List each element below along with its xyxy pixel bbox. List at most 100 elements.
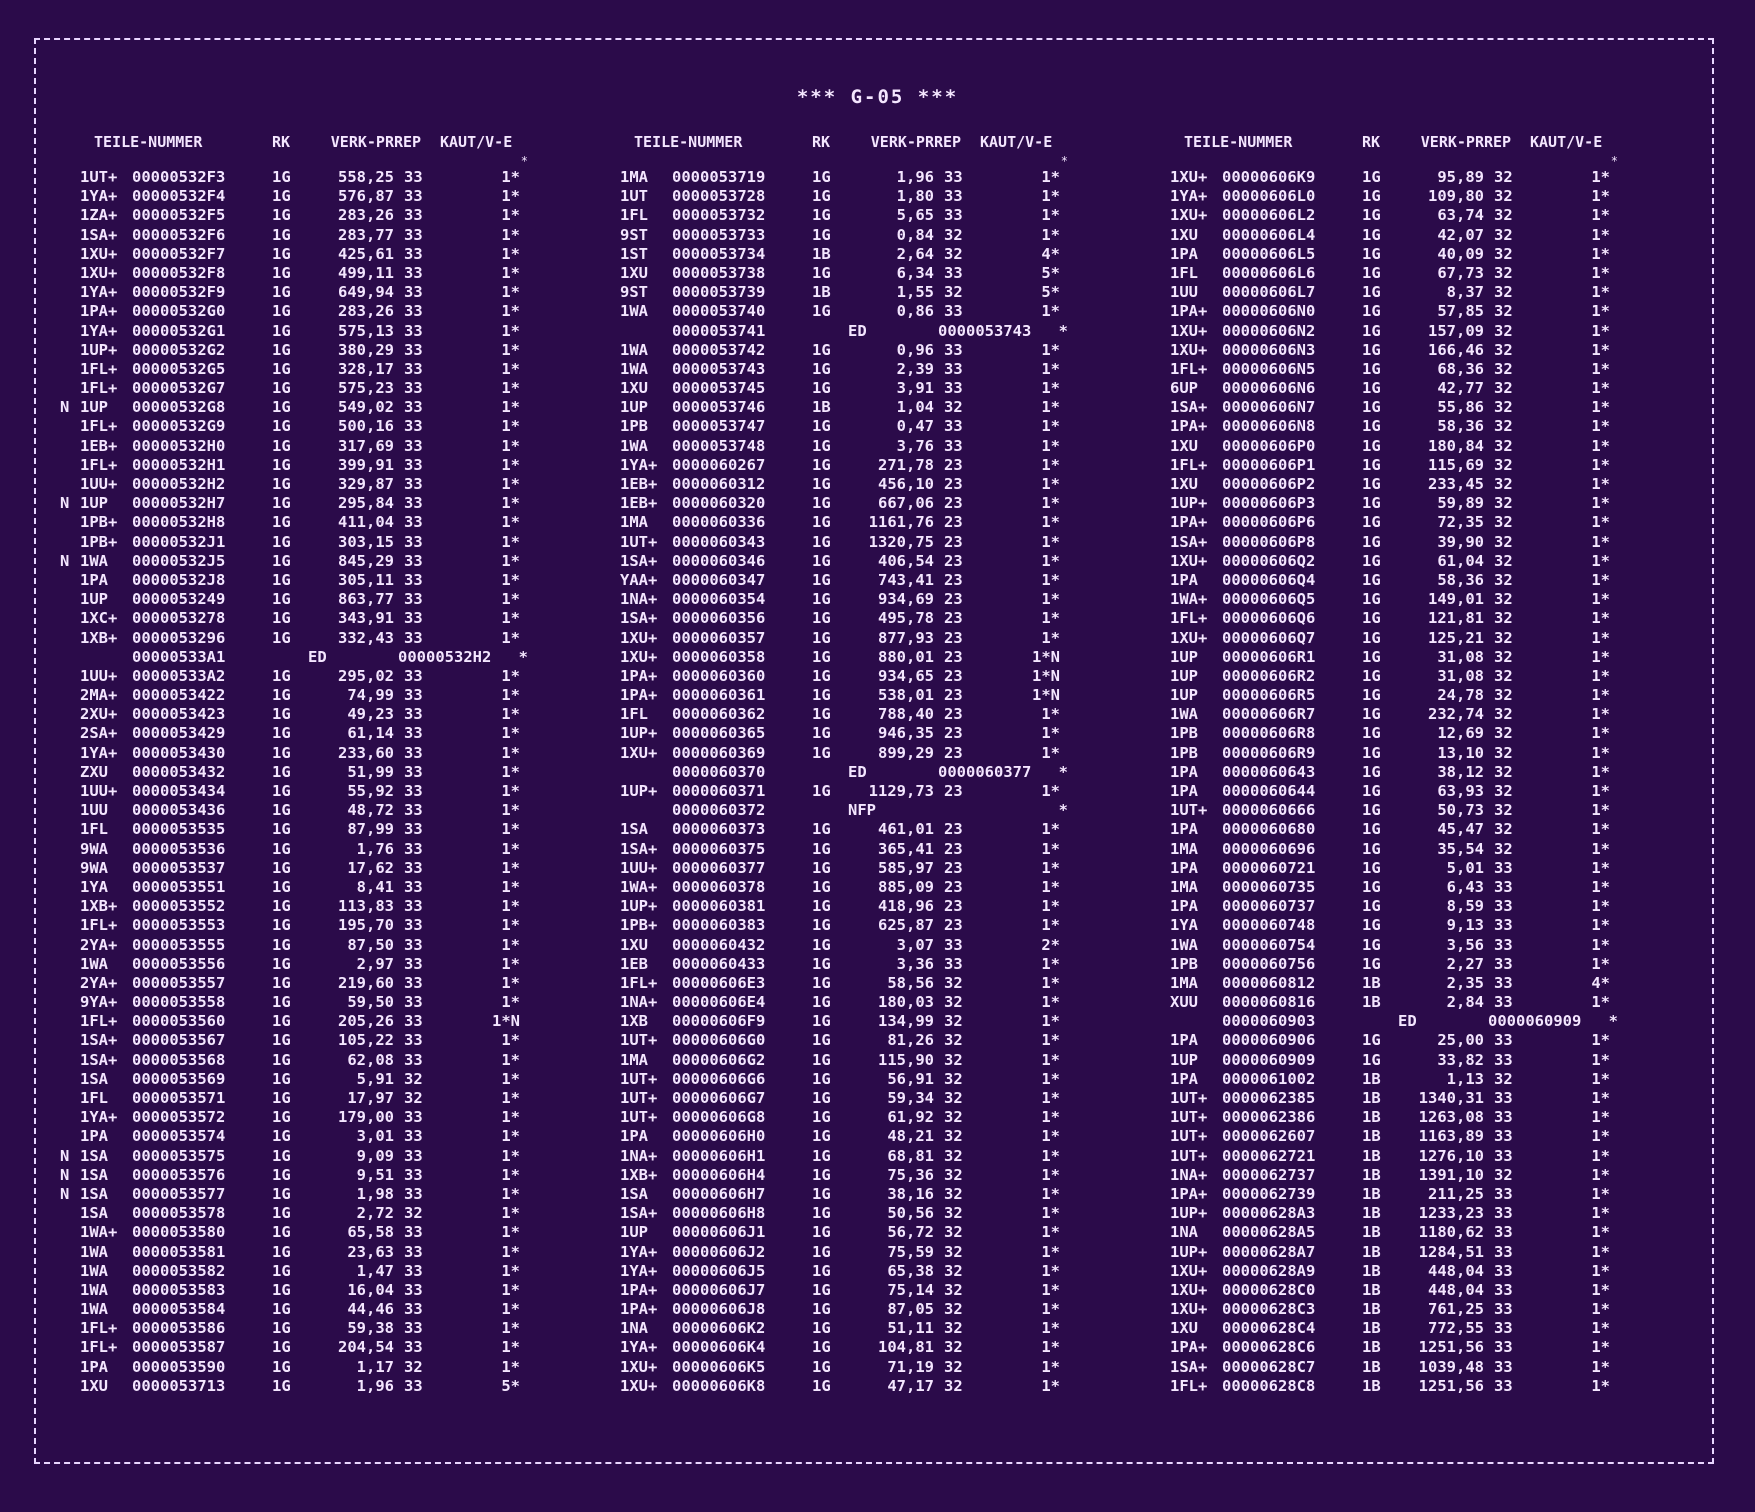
rk-code: 1G	[272, 743, 291, 762]
part-number: 00000606P3	[1222, 494, 1316, 513]
rk-code: 1G	[812, 436, 831, 455]
item-code: 1PA	[1170, 897, 1198, 916]
rk-code: 1G	[272, 1300, 291, 1319]
rk-code: 1B	[812, 398, 831, 417]
rep-code: 33	[404, 206, 423, 225]
kaut-value: 1*	[1041, 1357, 1060, 1376]
part-number: 0000060361	[672, 686, 766, 705]
part-number: 0000060320	[672, 494, 766, 513]
rk-code: 1G	[272, 935, 291, 954]
kaut-value: 5*	[1041, 263, 1060, 282]
item-code: 1FL+	[80, 1338, 118, 1357]
rk-code: 1G	[812, 705, 831, 724]
rk-code: 1B	[1362, 1242, 1381, 1261]
rep-code: 33	[1494, 954, 1513, 973]
rep-code: 33	[404, 168, 423, 186]
part-number: 00000606N2	[1222, 321, 1316, 340]
item-code: 1WA+	[1170, 590, 1208, 609]
rk-code: 1G	[1362, 686, 1381, 705]
part-number: 0000062386	[1222, 1108, 1316, 1127]
rk-code: 1G	[812, 973, 831, 992]
rep-code: 32	[1494, 1069, 1513, 1088]
item-code: 1PB	[1170, 954, 1198, 973]
part-number: 0000053576	[132, 1165, 226, 1184]
rep-code: 33	[404, 302, 423, 321]
part-number: 0000060906	[1222, 1031, 1316, 1050]
item-code: 1PA+	[1170, 302, 1208, 321]
part-number: 00000606J1	[672, 1223, 766, 1242]
sales-price: 667,06	[878, 494, 934, 513]
part-number: 00000628C0	[1222, 1280, 1316, 1299]
rk-code: 1G	[812, 1223, 831, 1242]
part-number: 0000053728	[672, 187, 766, 206]
rep-code: 32	[1494, 168, 1513, 186]
item-code: 9YA+	[80, 993, 118, 1012]
rep-code: 23	[944, 494, 963, 513]
rk-code: 1G	[272, 359, 291, 378]
kaut-value: 1*	[1041, 1012, 1060, 1031]
kaut-value: 1*	[1041, 1242, 1060, 1261]
item-code: 1UT+	[1170, 1146, 1208, 1165]
part-number: 0000060356	[672, 609, 766, 628]
rk-code: 1G	[1362, 609, 1381, 628]
part-number: 0000053422	[132, 686, 226, 705]
rk-code: 1G	[812, 858, 831, 877]
item-code: 1ZA+	[80, 206, 118, 225]
kaut-value: 1*	[501, 1319, 520, 1338]
header-marker: *	[1060, 154, 1068, 168]
kaut-value: 1*	[501, 1184, 520, 1203]
rk-code: 1G	[272, 839, 291, 858]
rep-code: 32	[1494, 666, 1513, 685]
kaut-value: 1*	[501, 1261, 520, 1280]
part-number: 00000606K2	[672, 1319, 766, 1338]
sales-price: 3,07	[896, 935, 934, 954]
rep-code: 33	[944, 187, 963, 206]
kaut-value: 1*	[1041, 782, 1060, 800]
item-code: 1XU+	[80, 244, 118, 263]
part-number: 00000606Q7	[1222, 628, 1316, 647]
rk-code: 1G	[1362, 436, 1381, 455]
part-number: 0000060365	[672, 724, 766, 743]
sales-price: 55,92	[347, 782, 394, 800]
sales-price: 575,23	[338, 379, 394, 398]
rep-code: 23	[944, 475, 963, 493]
item-code: 1FL+	[1170, 455, 1208, 474]
kaut-value: 1*	[1591, 858, 1610, 877]
item-code: ZXU	[80, 762, 108, 781]
sales-price: 576,87	[338, 187, 394, 206]
rk-code: 1G	[272, 1108, 291, 1127]
part-number: 00000532G1	[132, 321, 226, 340]
item-code: 1EB+	[80, 436, 118, 455]
rep-code: 33	[404, 551, 423, 570]
item-code: 1YA+	[620, 1261, 658, 1280]
part-number: 0000060433	[672, 954, 766, 973]
part-number: 00000606Q6	[1222, 609, 1316, 628]
sales-price: 5,91	[356, 1069, 394, 1088]
sales-price: 56,72	[887, 1223, 934, 1242]
part-number: 0000053734	[672, 244, 766, 263]
sales-price: 31,08	[1437, 647, 1484, 666]
kaut-value: 1*	[501, 1031, 520, 1050]
part-number: 0000060312	[672, 475, 766, 493]
sales-price: 1251,56	[1418, 1338, 1484, 1357]
sales-price: 761,25	[1428, 1300, 1484, 1319]
rk-code: 1G	[272, 1127, 291, 1146]
item-code: 1XU+	[620, 628, 658, 647]
item-code: 1XU+	[1170, 1261, 1208, 1280]
rep-code: 33	[1494, 1108, 1513, 1127]
item-code: 1FL+	[620, 973, 658, 992]
rk-code: 1G	[812, 1280, 831, 1299]
sales-price: 934,69	[878, 590, 934, 609]
sales-price: 329,87	[338, 475, 394, 493]
rep-code: 33	[404, 225, 423, 244]
kaut-value: 1*	[501, 935, 520, 954]
item-code: 1PB+	[80, 513, 118, 532]
item-code: 1UT+	[620, 532, 658, 551]
item-code: 1YA+	[1170, 187, 1208, 206]
rep-code: 32	[1494, 1165, 1513, 1184]
part-number: 00000606F9	[672, 1012, 766, 1031]
sales-price: 9,51	[356, 1165, 394, 1184]
kaut-value: 1*	[501, 1089, 520, 1107]
kaut-value: 1*	[1041, 1184, 1060, 1203]
sales-price: 95,89	[1437, 168, 1484, 186]
